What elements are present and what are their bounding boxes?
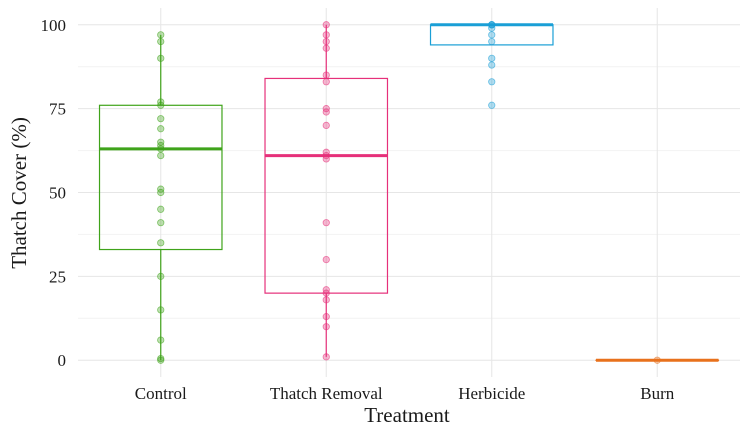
data-point	[157, 54, 165, 62]
data-point	[322, 78, 330, 86]
x-tick-label: Herbicide	[458, 384, 525, 403]
data-point	[488, 54, 496, 62]
data-point	[322, 148, 330, 156]
data-point	[157, 239, 165, 247]
data-point	[157, 185, 165, 193]
data-point	[157, 336, 165, 344]
data-point	[488, 21, 496, 29]
data-point	[322, 255, 330, 264]
data-point	[322, 71, 330, 79]
data-point	[488, 37, 496, 46]
data-point	[322, 37, 330, 46]
data-point	[322, 105, 330, 113]
y-tick-label: 100	[41, 16, 67, 35]
data-point	[157, 98, 165, 106]
x-axis-title: Treatment	[364, 403, 450, 427]
data-point	[653, 356, 661, 364]
data-point	[157, 138, 165, 146]
data-point	[322, 323, 330, 331]
data-point	[157, 306, 165, 314]
y-tick-label: 75	[49, 100, 66, 119]
data-point	[157, 125, 165, 133]
data-point	[322, 353, 330, 361]
data-point	[157, 272, 165, 280]
data-point	[488, 78, 496, 86]
data-point	[322, 313, 330, 321]
data-point	[157, 31, 165, 39]
data-point	[157, 354, 165, 363]
data-point	[322, 44, 330, 52]
y-tick-label: 0	[58, 351, 67, 370]
data-point	[488, 101, 496, 109]
x-tick-label: Control	[135, 384, 187, 403]
data-point	[322, 286, 330, 294]
points	[157, 21, 661, 364]
data-point	[157, 219, 165, 227]
data-point	[322, 31, 330, 39]
x-tick-labels: Control Thatch Removal Herbicide Burn	[135, 384, 675, 403]
data-point	[157, 356, 165, 364]
y-tick-label: 25	[49, 267, 66, 286]
data-point	[322, 121, 330, 130]
y-tick-label: 50	[49, 184, 66, 203]
data-point	[322, 219, 330, 227]
data-point	[488, 61, 496, 69]
x-tick-label: Thatch Removal	[270, 384, 383, 403]
data-point	[157, 37, 165, 46]
data-point	[488, 31, 496, 39]
data-point	[157, 115, 165, 123]
grid	[78, 8, 740, 377]
data-point	[157, 152, 165, 160]
data-point	[322, 21, 330, 29]
y-tick-labels: 0 25 50 75 100	[41, 16, 67, 370]
data-point	[157, 205, 165, 213]
x-tick-label: Burn	[640, 384, 675, 403]
y-axis-title: Thatch Cover (%)	[7, 117, 31, 269]
data-point	[322, 296, 330, 304]
